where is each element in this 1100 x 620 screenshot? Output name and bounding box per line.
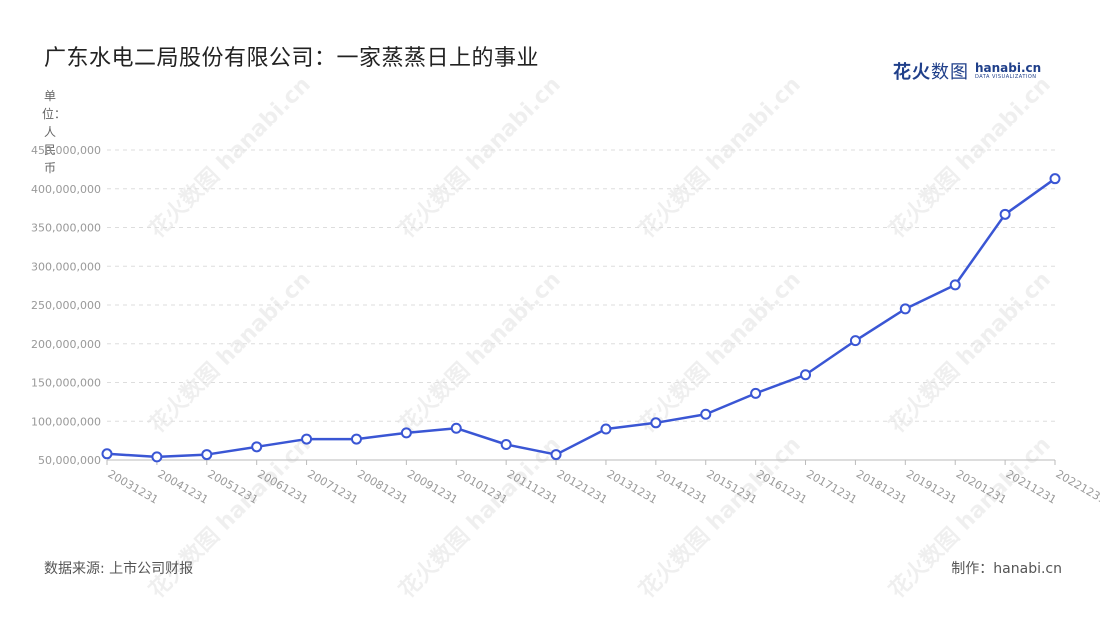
y-tick-label: 300,000,000 (31, 260, 101, 273)
chart-title: 广东水电二局股份有限公司：一家蒸蒸日上的事业 (44, 46, 540, 71)
data-point (251, 441, 263, 453)
x-tick-label: 20041231 (155, 467, 210, 506)
y-tick-label: 450,000,000 (31, 144, 101, 157)
y-tick-label: 200,000,000 (31, 338, 101, 351)
y-tick-label: 50,000,000 (38, 454, 101, 467)
y-tick-label: 250,000,000 (31, 299, 101, 312)
data-point (350, 433, 362, 445)
data-point (500, 439, 512, 450)
data-point (949, 279, 961, 291)
data-point (201, 449, 213, 461)
data-point (550, 449, 562, 461)
x-tick-label: 20171231 (804, 467, 859, 506)
data-point (849, 335, 861, 347)
x-tick-label: 20221231 (1054, 467, 1100, 506)
x-tick-label: 20061231 (255, 467, 310, 506)
data-source: 数据来源: 上市公司财报 (44, 561, 194, 577)
data-point (101, 448, 113, 460)
x-tick-label: 20111231 (505, 467, 560, 506)
credit: 制作：hanabi.cn (951, 561, 1062, 577)
data-point (899, 303, 911, 315)
x-tick-label: 20121231 (555, 467, 610, 506)
y-tick-label: 100,000,000 (31, 415, 101, 428)
data-point (1049, 173, 1061, 185)
x-tick-label: 20051231 (205, 467, 260, 506)
logo-en: hanabi.cn DATA VISUALIZATION (975, 61, 1042, 80)
data-point (800, 369, 812, 381)
x-tick-label: 20031231 (106, 467, 161, 506)
series-line (106, 177, 1056, 459)
x-tick-label: 20181231 (854, 467, 909, 506)
data-point (450, 422, 462, 434)
x-tick-label: 20101231 (455, 467, 510, 506)
y-tick-label: 150,000,000 (31, 377, 101, 390)
x-tick-label: 20081231 (355, 467, 410, 506)
data-point (400, 427, 412, 439)
data-point (750, 387, 762, 399)
data-point (600, 423, 612, 435)
data-point (151, 451, 163, 463)
y-tick-label: 400,000,000 (31, 183, 101, 196)
x-tick-label: 20091231 (405, 467, 460, 506)
brand-logo: 花火数图 hanabi.cn DATA VISUALIZATION (893, 58, 1041, 84)
x-tick-label: 20201231 (954, 467, 1009, 506)
data-point (650, 417, 662, 429)
unit-label: 单位：人民币 (42, 89, 67, 175)
x-tick-label: 20161231 (754, 467, 809, 506)
x-tick-label: 20131231 (604, 467, 659, 506)
x-tick-label: 20191231 (904, 467, 959, 506)
data-point (301, 433, 313, 445)
data-point (999, 208, 1011, 220)
x-tick-label: 20141231 (654, 467, 709, 506)
y-tick-label: 350,000,000 (31, 222, 101, 235)
x-tick-label: 20071231 (305, 467, 360, 506)
x-tick-label: 20151231 (704, 467, 759, 506)
logo-cn: 花火数图 (893, 62, 969, 83)
data-point (700, 408, 712, 420)
x-tick-label: 20211231 (1004, 467, 1059, 506)
